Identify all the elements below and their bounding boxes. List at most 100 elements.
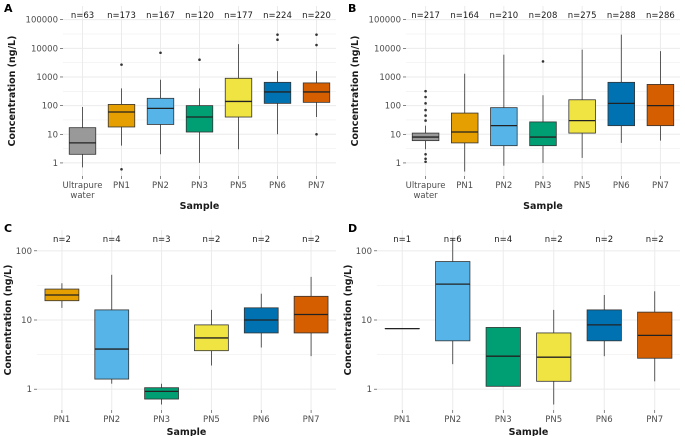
panel-D: 1 10 100 n=1 PN1 n=6 PN2 n=4 PN3 n=2 PN5 n=2 PN6 n=2 P…: [343, 222, 680, 436]
box-iqr: [568, 99, 596, 134]
y-tick-label: 100000: [26, 16, 58, 26]
box-pn3: [144, 383, 179, 405]
box-iqr: [94, 309, 130, 380]
x-tick-label: PN5: [545, 415, 562, 425]
box-iqr: [146, 97, 175, 125]
y-tick-label: 100000: [369, 16, 401, 26]
y-tick-label: 10: [21, 316, 32, 326]
y-axis-title: Concentration (ng/L): [7, 36, 18, 147]
box-pn7: [293, 276, 329, 357]
panel-B: 1 10 100 1000 10000 100000 n=217 Ultrapure water…: [348, 2, 680, 212]
box-ultrapure-water: [411, 89, 440, 164]
box-iqr: [107, 104, 136, 128]
y-tick-label: 1: [367, 385, 372, 395]
y-tick-label: 100: [42, 102, 58, 112]
box-pn2: [490, 54, 518, 166]
x-tick-label: PN5: [230, 181, 247, 191]
box-pn6: [607, 34, 635, 143]
panel-label: D: [348, 222, 357, 235]
x-tick-label: PN2: [495, 181, 512, 191]
x-tick-label: PN3: [153, 415, 170, 425]
box-pn1: [451, 73, 479, 172]
panel-label: B: [348, 2, 356, 15]
y-axis-title: Concentration (ng/L): [343, 265, 354, 376]
x-tick-label: Ultrapure water: [406, 181, 446, 201]
x-tick-label: PN6: [596, 415, 613, 425]
n-count-label: n=6: [444, 235, 462, 245]
box-iqr: [144, 387, 179, 400]
x-tick-label: PN5: [203, 415, 220, 425]
box-pn2: [435, 238, 471, 365]
box-pn1: [44, 283, 80, 308]
outlier-point: [424, 108, 427, 112]
n-count-label: n=167: [146, 11, 175, 21]
n-count-label: n=4: [494, 235, 512, 245]
box-pn7: [637, 291, 673, 382]
box-pn3: [529, 60, 557, 163]
x-tick-label: Ultrapure water: [63, 181, 103, 201]
outlier-point: [315, 43, 318, 47]
box-iqr: [263, 81, 292, 104]
box-iqr: [435, 261, 471, 342]
box-pn7: [302, 33, 331, 136]
y-tick-label: 10: [361, 316, 372, 326]
box-iqr: [302, 82, 331, 103]
n-count-label: n=286: [646, 11, 675, 21]
outlier-point: [424, 153, 427, 156]
n-count-label: n=2: [202, 235, 220, 245]
box-iqr: [490, 107, 518, 147]
outlier-point: [424, 119, 427, 122]
outlier-point: [198, 58, 201, 62]
outlier-point: [541, 60, 545, 63]
n-count-label: n=208: [529, 11, 558, 21]
y-tick-label: 1: [396, 159, 401, 169]
panel-A: 1 10 100 1000 10000 100000 n=63 Ultrapure water n…: [4, 2, 336, 212]
box-pn5: [568, 49, 596, 158]
outlier-point: [424, 114, 427, 117]
n-count-label: n=275: [568, 11, 597, 21]
x-tick-label: PN6: [269, 181, 286, 191]
y-axis-title: Concentration (ng/L): [3, 265, 14, 376]
outlier-point: [120, 63, 123, 66]
outlier-point: [424, 89, 427, 93]
n-count-label: n=2: [545, 235, 563, 245]
box-pn6: [263, 33, 292, 135]
box-iqr: [68, 127, 97, 155]
y-tick-label: 10000: [374, 44, 401, 54]
n-count-label: n=2: [646, 235, 664, 245]
outlier-point: [276, 38, 279, 41]
box-pn7: [646, 51, 675, 141]
x-tick-label: PN2: [152, 181, 169, 191]
x-axis-title: Sample: [523, 201, 563, 212]
n-count-label: n=63: [71, 11, 94, 21]
box-pn6: [586, 294, 622, 357]
n-count-label: n=2: [595, 235, 613, 245]
x-axis-title: Sample: [509, 427, 549, 436]
x-axis-title: Sample: [180, 201, 220, 212]
x-tick-label: PN7: [303, 415, 320, 425]
box-pn5: [224, 44, 253, 150]
y-tick-label: 1000: [379, 73, 401, 83]
panel-C: 1 10 100 n=2 PN1 n=4 PN2 n=3 PN3 n=2 PN5 n=2 PN6 n=2 P…: [3, 222, 336, 436]
x-tick-label: PN7: [646, 415, 663, 425]
x-tick-label: PN6: [253, 415, 270, 425]
x-tick-label: PN1: [456, 181, 473, 191]
box-pn6: [243, 293, 279, 348]
box-pn3: [485, 327, 521, 387]
box-iqr: [224, 77, 253, 118]
y-tick-label: 100: [16, 247, 32, 257]
x-tick-label: PN6: [613, 181, 630, 191]
n-count-label: n=3: [153, 235, 171, 245]
outlier-point: [120, 167, 123, 171]
n-count-label: n=120: [185, 11, 214, 21]
panel-label: A: [4, 2, 13, 15]
n-count-label: n=164: [450, 11, 479, 21]
n-count-label: n=4: [103, 235, 121, 245]
n-count-label: n=220: [302, 11, 331, 21]
box-pn5: [536, 309, 572, 405]
x-tick-label: PN3: [495, 415, 512, 425]
x-tick-label: PN2: [444, 415, 461, 425]
n-count-label: n=2: [302, 235, 320, 245]
y-tick-label: 100: [356, 247, 372, 257]
